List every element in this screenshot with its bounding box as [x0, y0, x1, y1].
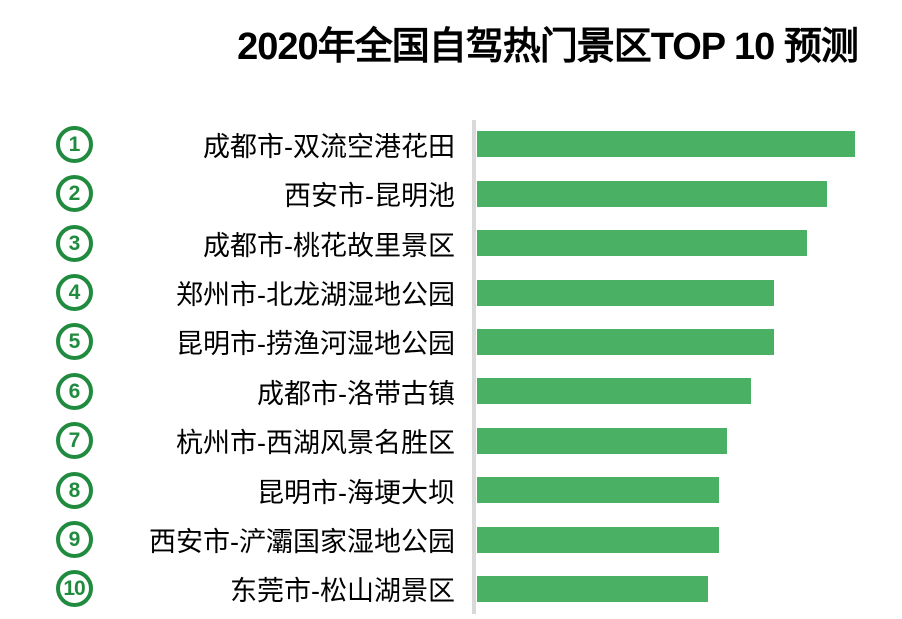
- bar-cell: [472, 416, 902, 466]
- rank-badge: 8: [55, 471, 93, 509]
- bar-cell: [472, 119, 902, 170]
- rank-badge: 6: [55, 372, 93, 410]
- bar-cell: [472, 218, 902, 268]
- bar-cell: [472, 514, 902, 565]
- bar-cell: [472, 317, 902, 367]
- chart-title: 2020年全国自驾热门景区TOP 10 预测: [237, 26, 859, 68]
- rank-number: 4: [68, 281, 81, 305]
- chart-row: 9 西安市-浐灞国家湿地公园: [0, 514, 902, 565]
- bar-cell: [472, 267, 902, 318]
- bar: [477, 526, 719, 553]
- rank-badge: 10: [55, 570, 93, 608]
- rank-number: 9: [68, 528, 81, 551]
- chart-row: 6 成都市-洛带古镇: [0, 366, 902, 417]
- rank-badge: 7: [55, 422, 93, 460]
- bar: [477, 378, 751, 405]
- chart-row: 2 西安市-昆明池: [0, 169, 902, 219]
- category-label: 成都市-双流空港花田: [203, 131, 455, 162]
- category-label: 昆明市-捞渔河湿地公园: [176, 329, 455, 360]
- chart-row: 3 成都市-桃花故里景区: [0, 218, 902, 268]
- rank-number: 3: [68, 231, 81, 255]
- bar: [477, 230, 807, 257]
- rank-cell: 9: [0, 521, 148, 558]
- rank-badge: 3: [55, 224, 93, 262]
- bar: [477, 131, 855, 158]
- category-label: 东莞市-松山湖景区: [230, 576, 455, 607]
- bar-cell: [472, 366, 902, 417]
- rank-number: 8: [68, 478, 81, 502]
- rank-badge: 4: [55, 274, 93, 312]
- rank-number: 10: [63, 577, 85, 601]
- rank-cell: 5: [0, 323, 148, 361]
- bar: [477, 279, 774, 306]
- bar: [477, 427, 727, 454]
- chart-row: 1 成都市-双流空港花田: [0, 119, 902, 170]
- category-label: 昆明市-海埂大坝: [257, 477, 455, 508]
- rank-cell: 4: [0, 274, 148, 312]
- chart-row: 8 昆明市-海埂大坝: [0, 465, 902, 515]
- rank-badge: 9: [55, 521, 93, 558]
- chart-row: 7 杭州市-西湖风景名胜区: [0, 416, 902, 466]
- category-label: 杭州市-西湖风景名胜区: [176, 428, 455, 459]
- category-label: 成都市-桃花故里景区: [203, 230, 455, 261]
- rank-badge: 5: [55, 323, 93, 361]
- category-label: 西安市-浐灞国家湿地公园: [149, 527, 455, 557]
- rank-cell: 8: [0, 471, 148, 509]
- rank-cell: 1: [0, 125, 148, 163]
- rank-cell: 7: [0, 422, 148, 460]
- bar-chart: 1 成都市-双流空港花田 2 西安市-昆明池 3 成都市-桃花故里景区: [0, 119, 902, 614]
- bar: [477, 180, 827, 207]
- rank-cell: 3: [0, 224, 148, 262]
- bar-cell: [472, 169, 902, 219]
- chart-row: 10 东莞市-松山湖景区: [0, 564, 902, 614]
- category-label: 郑州市-北龙湖湿地公园: [176, 280, 455, 311]
- chart-row: 4 郑州市-北龙湖湿地公园: [0, 267, 902, 318]
- rank-number: 7: [68, 429, 81, 453]
- rank-cell: 2: [0, 175, 148, 213]
- category-label: 成都市-洛带古镇: [257, 378, 455, 409]
- rank-badge: 1: [55, 125, 93, 163]
- bar: [477, 477, 719, 504]
- chart-row: 5 昆明市-捞渔河湿地公园: [0, 317, 902, 367]
- rank-cell: 10: [0, 570, 148, 608]
- rank-badge: 2: [55, 175, 93, 213]
- bar-cell: [472, 564, 902, 614]
- bar: [477, 575, 708, 602]
- rank-number: 6: [68, 379, 81, 403]
- bar: [477, 328, 774, 355]
- rank-number: 1: [68, 132, 81, 156]
- rank-number: 5: [68, 330, 81, 354]
- bar-cell: [472, 465, 902, 515]
- rank-number: 2: [68, 182, 81, 206]
- category-label: 西安市-昆明池: [284, 181, 455, 212]
- rank-cell: 6: [0, 372, 148, 410]
